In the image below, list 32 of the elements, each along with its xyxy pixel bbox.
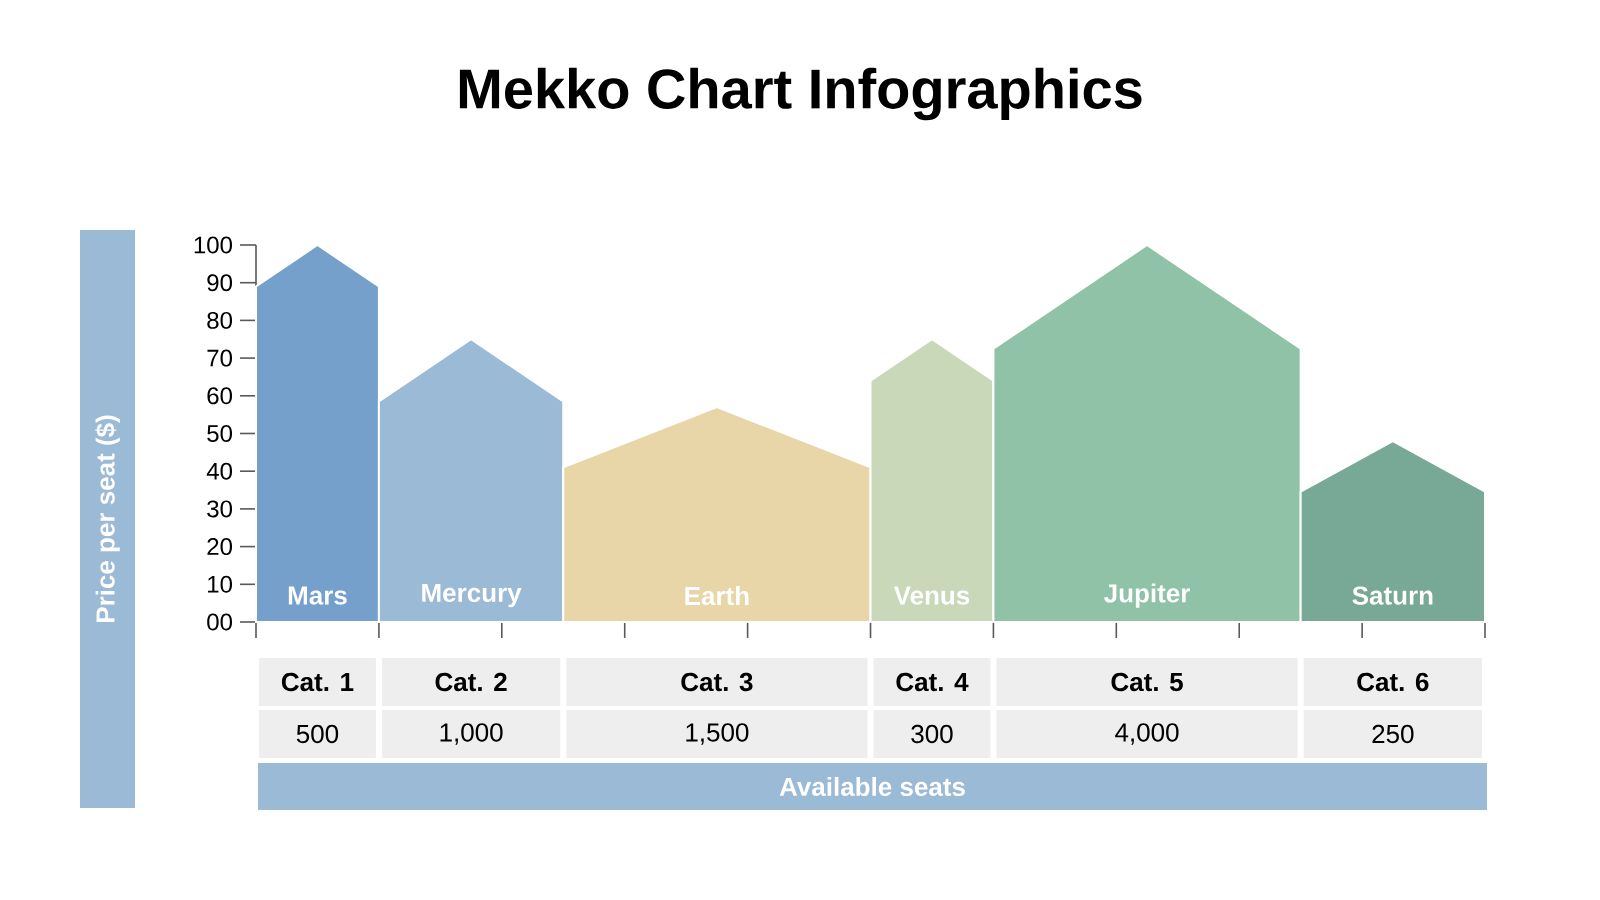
y-tick-label: 100 [194,236,232,254]
y-tick-label: 10 [208,575,233,593]
text: 500 [296,724,339,744]
text: Cat. 5 [1111,672,1183,692]
y-tick-label: 30 [207,500,233,518]
y-tick-label: 50 [207,425,233,442]
text: 250 [1372,724,1414,744]
x-tick-label: Jupiter [1104,583,1190,608]
x-tick-label: Earth [685,586,749,606]
text: Cat. 1 [281,672,354,692]
text: Cat. 2 [435,672,507,692]
x-tick-label: Mars [288,586,347,605]
y-tick-label: 60 [207,387,233,405]
x-tick-label: Venus [893,586,970,605]
chart-title: Mekko Chart Infographics [459,67,1142,121]
text: 300 [911,724,953,744]
y-tick-label: 90 [207,274,233,292]
text: 4,000 [1115,723,1179,745]
text: Cat. 3 [681,672,753,692]
y-tick-label: 80 [207,311,233,329]
text: Available seats [779,776,965,797]
y-tick-label: 00 [207,613,233,631]
y-tick-label: 20 [207,538,233,556]
text: Cat. 4 [896,672,969,692]
y-axis-title: Price per seat ($) [95,415,120,623]
x-tick-label: Mercury [422,583,522,608]
x-tick-label: Saturn [1352,586,1433,605]
y-tick-label: 70 [207,349,233,367]
text: 1,000 [440,723,503,745]
text: Cat. 6 [1357,672,1429,692]
y-tick-label: 40 [206,462,233,480]
text: 1,500 [686,723,749,745]
